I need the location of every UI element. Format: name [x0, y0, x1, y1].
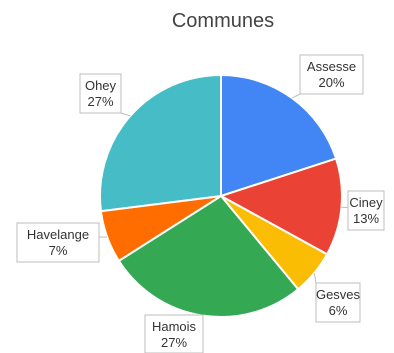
slice-name-label: Hamois [152, 319, 197, 334]
slice-percent-label: 20% [318, 75, 344, 90]
slice-percent-label: 27% [87, 94, 113, 109]
slice-label-box [315, 282, 361, 323]
slice-percent-label: 7% [49, 243, 68, 258]
slice-label-box [299, 54, 364, 95]
leader-line-gesves [313, 273, 317, 284]
slice-name-label: Ohey [85, 78, 117, 93]
slice-label-box [144, 314, 204, 353]
pie-slices [99, 73, 343, 318]
slice-percent-label: 13% [353, 211, 379, 226]
slice-label-box [79, 73, 122, 114]
leader-line-assesse [291, 93, 301, 99]
slice-percent-label: 27% [161, 335, 187, 350]
slice-name-label: Gesves [316, 287, 361, 302]
pie-slice-assesse [220, 73, 338, 198]
pie-slice-ohey [99, 73, 222, 213]
slice-label-box [16, 222, 100, 263]
slice-name-label: Assesse [307, 59, 356, 74]
slice-name-label: Havelange [27, 227, 89, 242]
slice-percent-label: 6% [329, 303, 348, 318]
slice-labels: Assesse20%Ciney13%Gesves6%Hamois27%Havel… [16, 54, 385, 353]
chart-title: Communes [172, 10, 274, 32]
slice-label-box [347, 190, 385, 231]
slice-name-label: Ciney [349, 195, 383, 210]
leader-line-ohey [120, 112, 131, 117]
pie-slice-ciney [218, 157, 343, 256]
